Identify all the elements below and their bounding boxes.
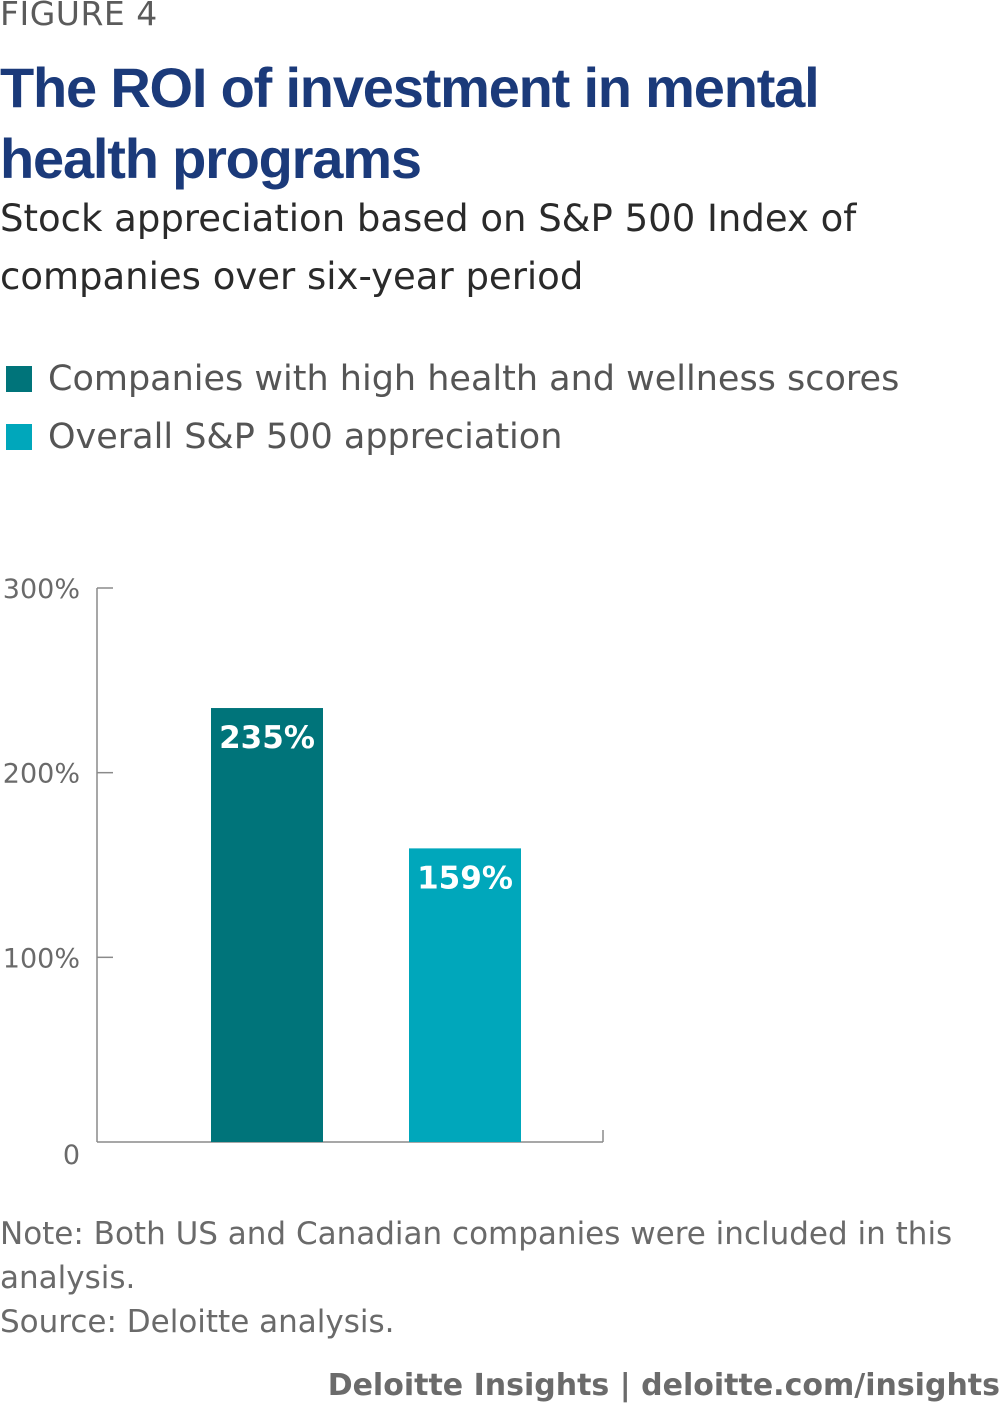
footer-brand: Deloitte Insights bbox=[327, 1368, 610, 1403]
chart-title: The ROI of investment in mental health p… bbox=[0, 56, 820, 190]
y-axis-ticks: 0 100% 200% 300% bbox=[3, 574, 113, 1171]
y-tick-label: 100% bbox=[3, 943, 80, 974]
figure-label: FIGURE 4 bbox=[0, 0, 158, 33]
footer-separator: | bbox=[619, 1368, 631, 1403]
y-tick-label: 200% bbox=[3, 759, 80, 790]
source-text: Source: Deloitte analysis. bbox=[0, 1304, 395, 1340]
bar bbox=[211, 708, 323, 1142]
bar-chart: 235% 159% 0 100% 200% 300% bbox=[3, 574, 604, 1171]
chart-axes bbox=[96, 588, 604, 1143]
y-tick-label: 0 bbox=[63, 1140, 80, 1171]
chart-notes: Note: Both US and Canadian companies wer… bbox=[0, 1212, 980, 1344]
y-tick-label: 300% bbox=[3, 574, 80, 605]
chart-bars: 235% 159% bbox=[211, 708, 521, 1142]
legend-swatch-overall bbox=[6, 424, 32, 450]
footer: Deloitte Insights | deloitte.com/insight… bbox=[328, 1368, 1000, 1403]
bar-value-label: 159% bbox=[417, 860, 513, 896]
bar bbox=[409, 848, 521, 1142]
chart-subtitle: Stock appreciation based on S&P 500 Inde… bbox=[0, 197, 857, 298]
footer-url[interactable]: deloitte.com/insights bbox=[641, 1368, 1000, 1403]
legend-swatch-high-health bbox=[6, 366, 32, 392]
note-text: Note: Both US and Canadian companies wer… bbox=[0, 1216, 953, 1296]
legend-label-overall: Overall S&P 500 appreciation bbox=[48, 417, 563, 457]
bar-value-label: 235% bbox=[219, 720, 315, 756]
legend-label-high-health: Companies with high health and wellness … bbox=[48, 359, 900, 399]
